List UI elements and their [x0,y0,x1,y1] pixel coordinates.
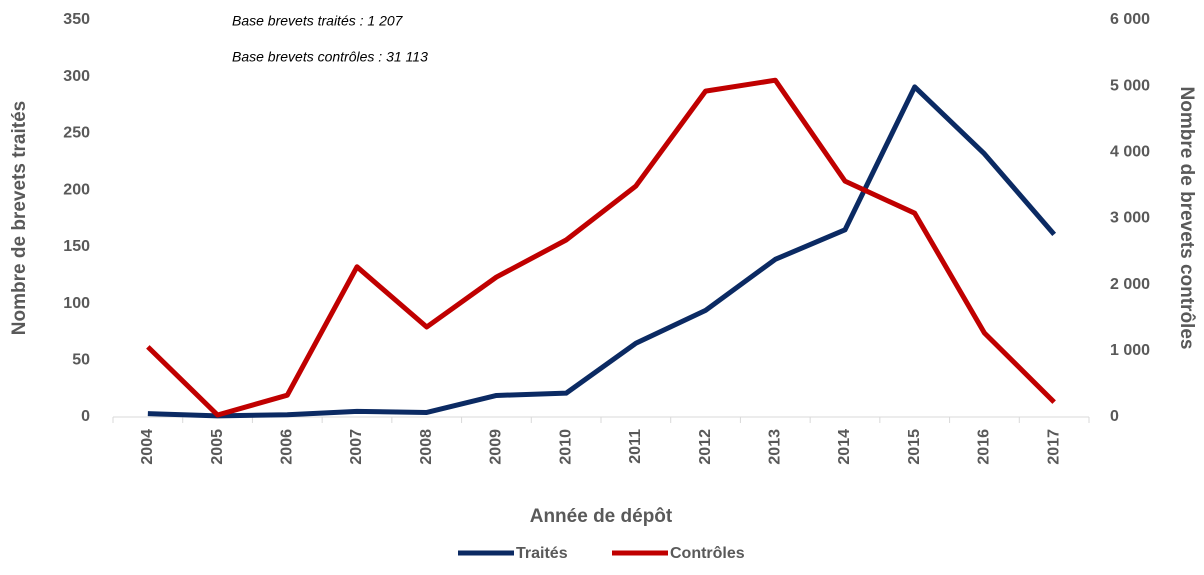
x-tick-label: 2013 [767,429,784,465]
y2-tick-label: 4 000 [1110,144,1150,161]
x-tick-label: 2012 [697,429,714,465]
x-tick-label: 2010 [557,429,574,465]
y-tick-label: 50 [72,352,90,369]
x-tick-label: 2008 [418,429,435,465]
annotation: Base brevets contrôles : 31 113 [232,49,428,65]
legend-label: Traités [516,545,568,562]
y-tick-label: 150 [63,238,90,255]
annotation: Base brevets traités : 1 207 [232,13,404,29]
series-line [146,77,1056,418]
y2-tick-label: 0 [1110,408,1119,425]
y2-tick-label: 6 000 [1110,11,1150,28]
y2-axis-title: Nombre de brevets contrôles [1176,87,1197,350]
x-tick-label: 2006 [279,429,296,465]
x-tick-label: 2015 [906,429,923,465]
x-tick-label: 2014 [836,429,853,465]
y2-tick-label: 3 000 [1110,210,1150,227]
y2-tick-label: 5 000 [1110,77,1150,94]
x-tick-label: 2017 [1045,429,1062,465]
x-axis-title: Année de dépôt [530,506,673,527]
y-tick-label: 100 [63,295,90,312]
y2-tick-label: 2 000 [1110,276,1150,293]
y-tick-label: 250 [63,125,90,142]
x-tick-label: 2005 [209,429,226,465]
y-axis-title: Nombre de brevets traités [9,101,30,335]
x-tick-label: 2011 [627,429,644,464]
x-tick-label: 2004 [139,429,156,465]
y-tick-label: 200 [63,181,90,198]
legend-label: Contrôles [670,545,745,562]
x-tick-label: 2007 [348,429,365,465]
y-tick-label: 0 [81,408,90,425]
series-line [147,84,1057,419]
y2-tick-label: 1 000 [1110,342,1150,359]
y-tick-label: 350 [63,11,90,28]
y-tick-label: 300 [63,68,90,85]
x-tick-label: 2016 [976,429,993,465]
x-tick-label: 2009 [488,429,505,465]
